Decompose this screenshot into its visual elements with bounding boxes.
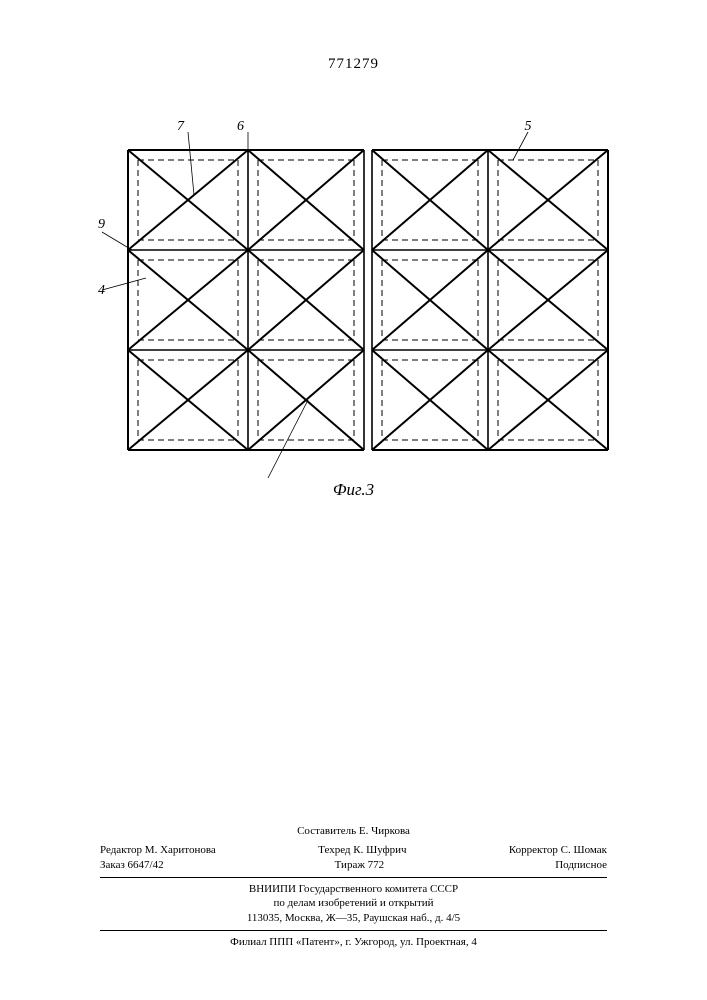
footer-block: Составитель Е. Чиркова Редактор М. Харит…	[100, 824, 607, 950]
footer-tech: Техред К. Шуфрич	[318, 843, 406, 858]
footer-corrector: Корректор С. Шомак	[509, 843, 607, 858]
footer-divider-2	[100, 930, 607, 931]
figure-diagram: 765947	[88, 120, 618, 480]
svg-text:7: 7	[177, 120, 185, 134]
svg-text:4: 4	[98, 283, 105, 298]
footer-sub: Подписное	[555, 858, 607, 873]
svg-text:6: 6	[237, 120, 244, 134]
footer-org-1: ВНИИПИ Государственного комитета СССР	[100, 882, 607, 897]
patent-number: 771279	[0, 56, 707, 73]
footer-compiler: Составитель Е. Чиркова	[100, 824, 607, 839]
footer-divider-1	[100, 877, 607, 878]
footer-order: Заказ 6647/42	[100, 858, 164, 873]
svg-text:5: 5	[525, 120, 532, 134]
footer-branch: Филиал ППП «Патент», г. Ужгород, ул. Про…	[100, 935, 607, 950]
footer-tirazh: Тираж 772	[335, 858, 385, 873]
footer-addr: 113035, Москва, Ж—35, Раушская наб., д. …	[100, 911, 607, 926]
page: 771279 765947 Фиг.3 Составитель Е. Чирко…	[0, 0, 707, 1000]
footer-org-2: по делам изобретений и открытий	[100, 896, 607, 911]
svg-text:9: 9	[98, 217, 105, 232]
figure-caption: Фиг.3	[0, 480, 707, 500]
footer-editor: Редактор М. Харитонова	[100, 843, 216, 858]
